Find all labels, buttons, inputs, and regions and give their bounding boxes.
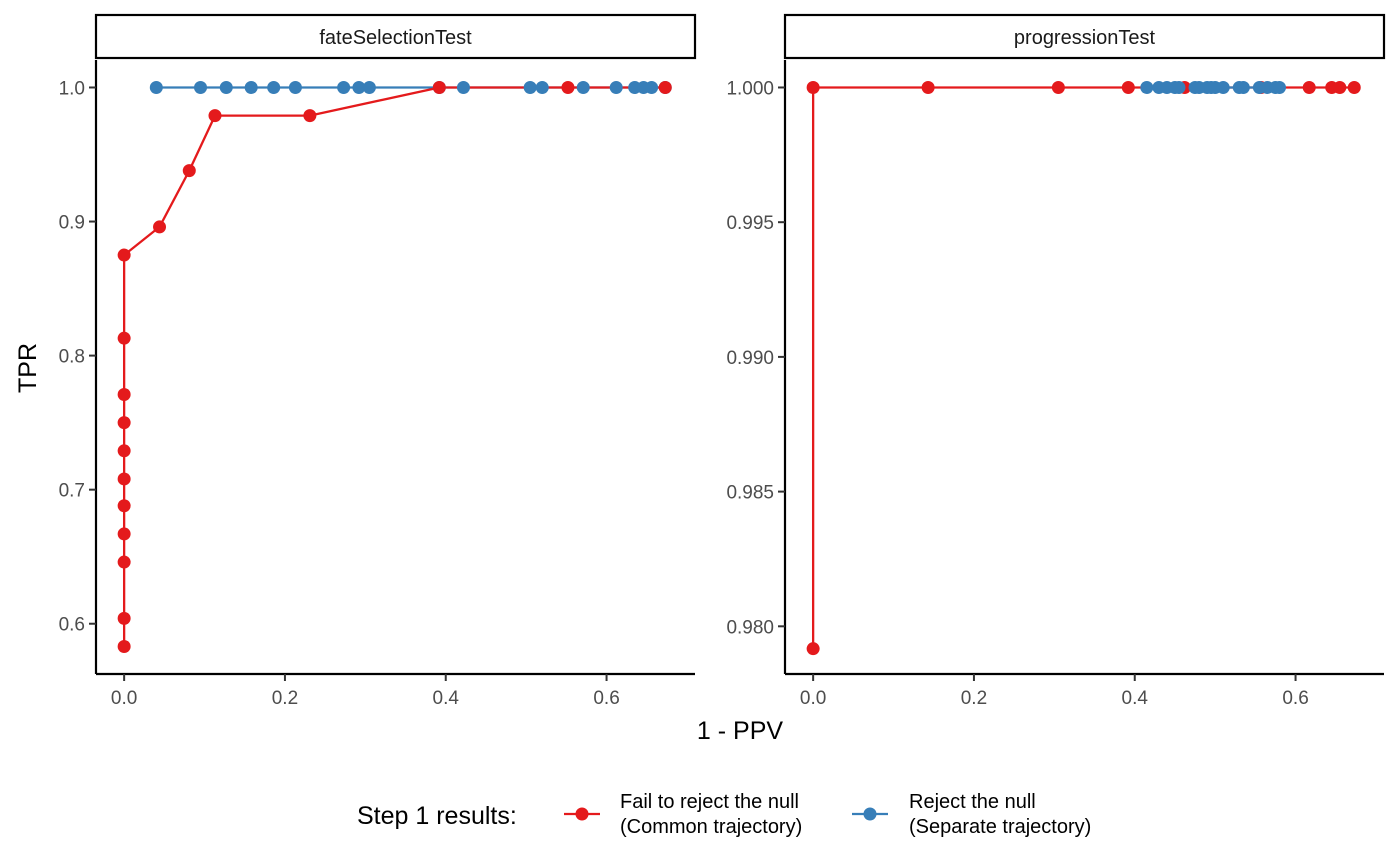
data-point-separate <box>352 80 366 94</box>
x-tick-label: 0.0 <box>800 688 826 709</box>
data-point-common <box>1121 80 1135 94</box>
data-point-common <box>1333 80 1347 94</box>
y-tick-label: 0.6 <box>59 615 85 636</box>
data-point-common <box>153 220 167 234</box>
legend-key-common: Fail to reject the null (Common trajecto… <box>564 791 802 838</box>
data-point-common <box>658 80 672 94</box>
y-tick-label: 0.990 <box>726 348 774 369</box>
data-point-common <box>806 642 820 656</box>
x-tick-label: 0.6 <box>1282 688 1308 709</box>
y-tick-label: 0.995 <box>726 213 774 234</box>
legend: Step 1 results: Fail to reject the null … <box>357 791 1091 838</box>
data-point-separate <box>645 80 659 94</box>
x-tick-label: 0.2 <box>961 688 987 709</box>
data-point-common <box>1051 80 1065 94</box>
data-point-separate <box>523 80 537 94</box>
facet-strip-progressionTest: progressionTest <box>783 13 1386 60</box>
data-point-separate <box>267 80 281 94</box>
data-point-common <box>561 80 575 94</box>
data-point-common <box>117 444 131 458</box>
panel-fateSelectionTest: 0.6 0.7 0.8 0.9 1.0 0.0 0.2 0.4 0.6 <box>59 60 695 709</box>
data-point-separate <box>1272 80 1286 94</box>
data-point-separate <box>194 80 208 94</box>
data-point-separate <box>535 80 549 94</box>
y-tick-label: 0.8 <box>59 347 85 368</box>
y-tick-label: 1.000 <box>726 78 774 99</box>
data-point-common <box>117 527 131 541</box>
y-tick-label: 0.7 <box>59 481 85 502</box>
data-point-common <box>806 80 820 94</box>
data-point-separate <box>609 80 623 94</box>
data-point-common <box>117 416 131 430</box>
data-point-separate <box>244 80 258 94</box>
legend-key-point <box>575 807 589 821</box>
facet-title: fateSelectionTest <box>319 27 472 49</box>
data-point-common <box>921 80 935 94</box>
data-point-common <box>432 80 446 94</box>
data-point-separate <box>1172 80 1186 94</box>
data-point-common <box>208 109 222 123</box>
y-tick-label: 0.9 <box>59 213 85 234</box>
data-point-separate <box>219 80 233 94</box>
legend-key-point <box>863 807 877 821</box>
data-point-separate <box>1236 80 1250 94</box>
legend-label-line2: (Separate trajectory) <box>909 816 1091 838</box>
legend-title: Step 1 results: <box>357 802 517 830</box>
legend-key-separate: Reject the null (Separate trajectory) <box>852 791 1091 838</box>
data-point-common <box>1347 80 1361 94</box>
data-point-common <box>1302 80 1316 94</box>
legend-label-line1: Fail to reject the null <box>620 791 799 813</box>
data-point-separate <box>576 80 590 94</box>
x-axis-title: 1 - PPV <box>697 717 783 745</box>
facet-strip-box <box>783 13 1386 60</box>
facet-title: progressionTest <box>1014 27 1156 49</box>
data-point-common <box>117 640 131 654</box>
data-point-common <box>117 611 131 625</box>
data-point-common <box>117 331 131 345</box>
y-tick-label: 1.0 <box>59 78 85 99</box>
y-axis-title: TPR <box>14 343 42 393</box>
data-point-separate <box>1216 80 1230 94</box>
data-point-separate <box>337 80 351 94</box>
facet-strip-fateSelectionTest: fateSelectionTest <box>94 13 697 60</box>
legend-label-line2: (Common trajectory) <box>620 816 802 838</box>
facet-strip-box <box>94 13 697 60</box>
x-tick-label: 0.4 <box>433 688 460 709</box>
data-point-common <box>117 248 131 262</box>
x-tick-label: 0.2 <box>272 688 298 709</box>
data-point-common <box>117 387 131 401</box>
x-tick-label: 0.4 <box>1122 688 1149 709</box>
data-point-separate <box>456 80 470 94</box>
data-point-separate <box>288 80 302 94</box>
x-tick-label: 0.0 <box>111 688 137 709</box>
data-point-common <box>303 109 317 123</box>
data-point-common <box>117 555 131 569</box>
x-tick-label: 0.6 <box>593 688 619 709</box>
y-tick-label: 0.985 <box>726 483 774 504</box>
panel-progressionTest: 0.980 0.985 0.990 0.995 1.000 0.0 0.2 0.4 0.6 <box>726 60 1384 709</box>
data-point-separate <box>149 80 163 94</box>
y-tick-label: 0.980 <box>726 617 774 638</box>
data-point-common <box>117 472 131 486</box>
data-point-common <box>182 164 196 178</box>
data-point-separate <box>1140 80 1154 94</box>
data-point-separate <box>362 80 376 94</box>
data-point-common <box>117 499 131 513</box>
legend-label-line1: Reject the null <box>909 791 1036 813</box>
